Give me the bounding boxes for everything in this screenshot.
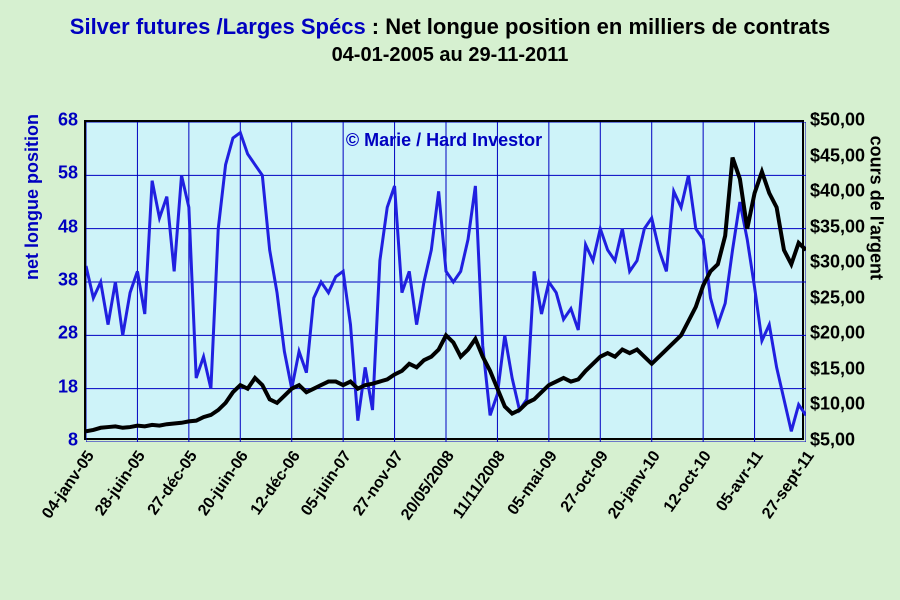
y-right-tick: $25,00 bbox=[810, 287, 865, 308]
y-left-tick: 18 bbox=[58, 376, 78, 397]
y-right-tick: $5,00 bbox=[810, 430, 855, 451]
y-left-tick: 38 bbox=[58, 270, 78, 291]
x-tick: 20-juin-06 bbox=[195, 448, 253, 520]
x-tick: 05-avr-11 bbox=[713, 448, 768, 515]
y-axis-right-label: cours de l'argent bbox=[865, 136, 886, 280]
x-tick: 27-déc-05 bbox=[144, 448, 201, 519]
x-tick: 12-déc-06 bbox=[247, 448, 304, 519]
x-tick: 20-janv-10 bbox=[605, 448, 665, 522]
chart-subtitle: 04-01-2005 au 29-11-2011 bbox=[0, 44, 900, 67]
title-black-segment: : Net longue position en milliers de con… bbox=[366, 14, 831, 39]
chart-title: Silver futures /Larges Spécs : Net longu… bbox=[0, 0, 900, 40]
y-right-tick: $30,00 bbox=[810, 252, 865, 273]
x-tick: 27-oct-09 bbox=[558, 448, 613, 516]
y-left-tick: 58 bbox=[58, 163, 78, 184]
title-blue-segment: Silver futures /Larges Spécs bbox=[70, 14, 366, 39]
y-right-tick: $20,00 bbox=[810, 323, 865, 344]
copyright-label: © Marie / Hard Investor bbox=[346, 130, 542, 151]
x-tick: 11/11/2008 bbox=[451, 448, 511, 522]
x-tick: 05-juin-07 bbox=[298, 448, 356, 520]
x-tick: 28-juin-05 bbox=[93, 448, 151, 520]
y-right-tick: $35,00 bbox=[810, 216, 865, 237]
x-tick: 27-sept-11 bbox=[759, 448, 819, 522]
x-tick: 05-mai-09 bbox=[504, 448, 561, 519]
x-tick: 27-nov-07 bbox=[350, 448, 408, 520]
y-left-tick: 68 bbox=[58, 110, 78, 131]
y-axis-left-label: net longue position bbox=[22, 114, 43, 280]
x-tick: 12-oct-10 bbox=[661, 448, 716, 516]
y-right-tick: $50,00 bbox=[810, 110, 865, 131]
y-right-tick: $15,00 bbox=[810, 358, 865, 379]
x-tick: 04-janv-05 bbox=[39, 448, 99, 522]
y-right-tick: $40,00 bbox=[810, 181, 865, 202]
y-right-tick: $10,00 bbox=[810, 394, 865, 415]
y-left-tick: 28 bbox=[58, 323, 78, 344]
y-left-tick: 48 bbox=[58, 216, 78, 237]
chart-container: Silver futures /Larges Spécs : Net longu… bbox=[0, 0, 900, 600]
plot-area: © Marie / Hard Investor 8182838485868$5,… bbox=[84, 120, 804, 440]
y-left-tick: 8 bbox=[68, 430, 78, 451]
y-right-tick: $45,00 bbox=[810, 145, 865, 166]
